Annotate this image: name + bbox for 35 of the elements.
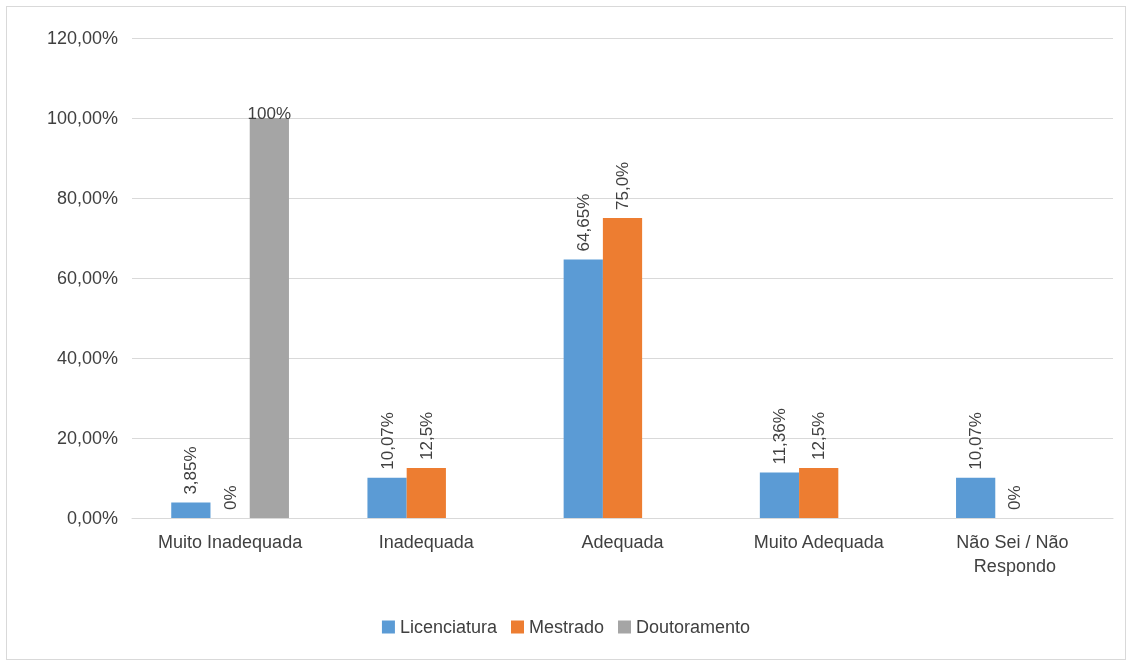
y-tick-label: 120,00% [46,28,118,48]
bar [249,118,289,518]
x-tick-label: Muito Inadequada [158,532,304,552]
x-tick-label: Inadequada [378,532,475,552]
x-tick-label: Não Sei / Não Respondo [956,532,1074,576]
bar [367,477,407,518]
y-tick-label: 40,00% [56,348,118,368]
legend-label: Doutoramento [636,617,751,637]
data-label: 100% [247,103,292,123]
y-tick-label: 60,00% [56,268,118,288]
data-label: 0% [220,485,240,510]
bar [171,502,211,518]
bar [563,259,603,518]
y-tick-label: 80,00% [56,188,118,208]
data-label: 10,07% [966,412,986,470]
bar [956,477,996,518]
x-tick-label: Muito Adequada [753,532,885,552]
data-label: 10,07% [377,412,397,470]
y-tick-label: 0,00% [66,508,118,528]
data-label: 11,36% [769,408,789,465]
data-label: 12,5% [416,411,436,460]
x-tick-label: Adequada [581,532,665,552]
data-label: 3,85% [181,446,201,495]
data-label: 12,5% [809,411,829,460]
bar [406,468,446,518]
legend-label: Mestrado [528,617,605,637]
y-tick-label: 100,00% [46,108,118,128]
bar [799,468,839,518]
legend-label: Licenciatura [399,617,498,637]
data-label: 75,0% [613,161,632,210]
y-tick-label: 20,00% [56,428,118,448]
bar [759,472,800,518]
data-label: 0% [1005,485,1025,510]
data-label: 64,65% [573,193,593,252]
bar [602,218,643,518]
